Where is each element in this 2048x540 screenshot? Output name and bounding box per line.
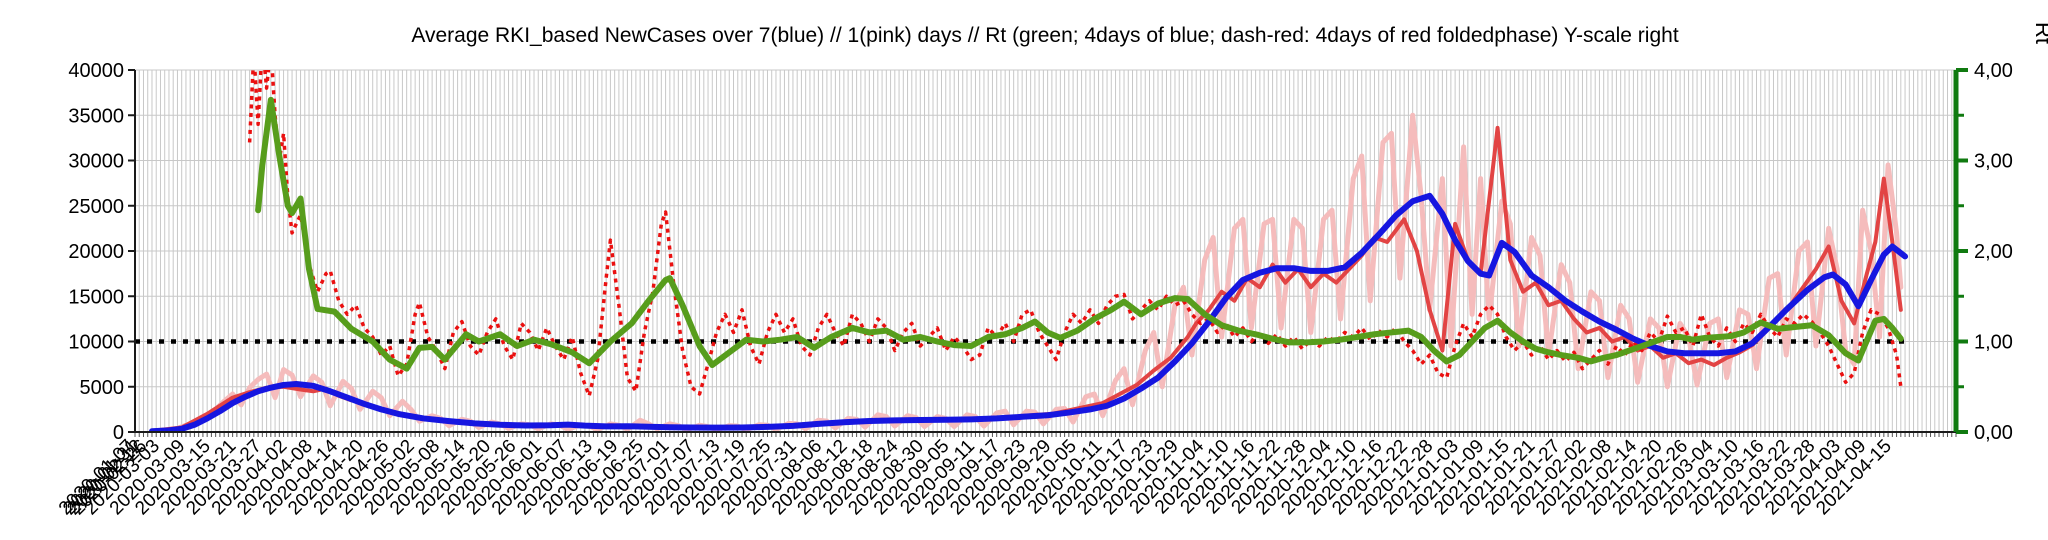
plot-area: 0 5000 10000 15000 20000 25000 30000 35000 40000…: [55, 60, 2013, 519]
x-axis-ticks: [134, 432, 1957, 437]
series-group: [148, 70, 1909, 432]
series-newcases-7day-blue: [148, 192, 1909, 432]
left-axis-label: 25000: [68, 196, 124, 218]
left-axis-label: 0: [113, 422, 124, 444]
left-axis-label: 5000: [80, 377, 125, 399]
left-axis-label: 40000: [68, 60, 124, 82]
left-axis-label: 15000: [68, 286, 124, 308]
y-gridlines: [135, 69, 1956, 388]
right-axis-label: 4,00: [1974, 60, 2013, 82]
right-axis-label: 1,00: [1974, 332, 2013, 354]
left-axis-label: 35000: [68, 105, 124, 127]
left-axis-label: 30000: [68, 151, 124, 173]
right-axis-label: 0,00: [1974, 422, 2013, 444]
right-axis-label: 2,00: [1974, 241, 2013, 263]
chart-title: Average RKI_based NewCases over 7(blue) …: [411, 24, 1678, 47]
right-axis-label: 3,00: [1974, 151, 2013, 173]
left-axis-label: 20000: [68, 241, 124, 263]
right-axis-title: Rt: [2031, 22, 2048, 44]
series-rt-7day-green: [255, 96, 1904, 372]
left-axis-label: 10000: [68, 332, 124, 354]
